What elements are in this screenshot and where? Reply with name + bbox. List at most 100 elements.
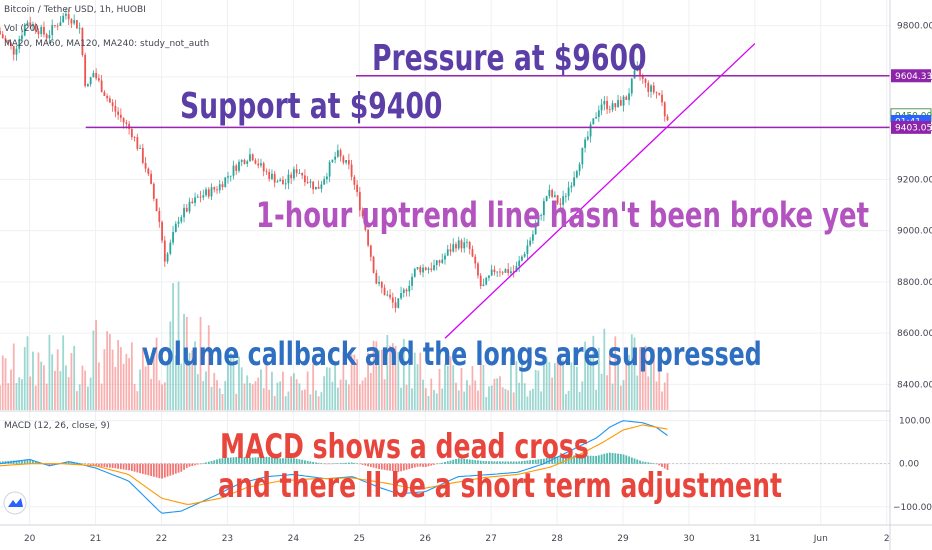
volume-bar [512,392,515,410]
volume-bar [375,341,378,410]
macd-histogram-bar [419,463,422,467]
volume-indicator-label[interactable]: Vol (20) [4,24,39,34]
tradingview-logo-icon[interactable] [3,491,27,515]
macd-histogram-bar [262,456,265,464]
volume-bar [647,376,650,410]
macd-histogram-bar [529,460,532,464]
candle-body [207,189,210,197]
candle-body [526,245,529,254]
candle-body [463,242,466,249]
macd-histogram-bar [655,463,658,465]
volume-bar [474,380,477,410]
candle-body [457,240,460,249]
volume-bar [76,391,78,410]
candle-body [4,38,7,41]
macd-histogram-bar [235,457,238,464]
volume-bar [358,384,361,410]
volume-bar [575,366,578,410]
grid-lines [0,0,890,524]
time-tick-label: 31 [749,534,760,544]
candle-body [183,207,185,218]
macd-histogram-bar [345,462,348,464]
macd-histogram-bar [117,463,120,469]
macd-indicator-label[interactable]: MACD (12, 26, close, 9) [4,421,110,431]
macd-histogram-bar [304,460,306,464]
volume-bar [111,349,114,410]
macd-histogram-bar [347,462,350,464]
candle-body [76,20,78,29]
candle-body [10,42,12,47]
candle-body [229,175,232,177]
volume-bar [29,376,32,410]
macd-histogram-bar [26,459,29,464]
volume-bar [70,352,73,410]
volume-bar [438,368,441,410]
symbol-title: Bitcoin / Tether USD, 1h, HUOBI [4,5,146,15]
candle-body [485,277,488,285]
volume-bar [490,385,493,410]
macd-histogram-bar [202,463,205,464]
candle-body [331,159,334,163]
moving-average-label[interactable]: MA20, MA60, MA120, MA240: study_not_auth [4,39,210,49]
macd-histogram-bar [578,455,581,464]
volume-bar [4,358,7,410]
volume-bar [383,379,386,410]
volume-bar [65,365,67,410]
volume-bar [218,388,221,410]
volume-bar [455,382,457,410]
volume-bar [180,363,183,410]
macd-histogram-bar [661,463,663,467]
candle-body [441,259,444,263]
candle-body [455,244,457,249]
macd-histogram-bar [65,462,67,464]
volume-bar [323,376,326,410]
candle-body [394,302,397,308]
candle-body [625,96,628,100]
candle-body [34,24,37,32]
candle-body [336,150,339,157]
macd-histogram-bar [633,458,636,464]
candle-body [597,110,600,118]
macd-histogram-bar [155,463,158,478]
volume-bar [254,381,257,410]
volume-bar [306,371,309,410]
candle-body [644,78,647,83]
candle-body [218,184,221,191]
macd-histogram-bar [81,463,84,464]
macd-histogram-bar [435,463,438,465]
volume-bar [56,349,59,410]
volume-bar [62,335,65,410]
volume-bar [345,379,348,410]
volume-bar [290,376,293,410]
candle-body [383,287,386,296]
macd-histogram-bar [246,457,249,464]
volume-bar [7,383,10,410]
candle-body [150,173,152,184]
candle-body [246,161,249,164]
candlestick-series [0,8,669,313]
macd-histogram-bar [216,459,218,464]
macd-histogram-bar [350,462,353,464]
time-tick-label: 27 [485,534,496,544]
candle-body [545,196,548,201]
volume-bar [188,352,191,410]
volume-bar [21,379,23,410]
volume-bar [268,389,271,410]
macd-histogram-bar [279,458,282,464]
macd-histogram-bar [133,463,136,472]
candle-body [510,271,512,274]
candle-body [161,221,163,241]
candle-body [194,197,196,203]
macd-histogram-bar [449,460,452,464]
macd-histogram-bar [97,463,100,467]
macd-histogram-bar [34,461,37,464]
candle-body [254,160,257,164]
volume-bar [48,334,51,410]
candle-body [12,46,15,55]
volume-bar [295,379,298,410]
price-levels [85,75,890,129]
volume-bar [122,363,125,410]
volume-bar [400,387,402,410]
candle-body [260,163,262,166]
